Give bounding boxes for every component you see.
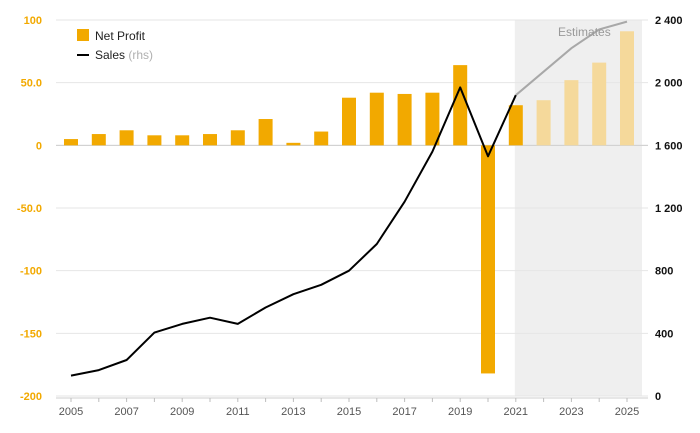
net-profit-bar-2021 — [508, 105, 523, 146]
net-profit-bar-2024 — [592, 62, 607, 146]
net-profit-bar-2010 — [203, 134, 217, 146]
legend-net-profit-swatch — [77, 29, 89, 41]
net-profit-bars — [64, 31, 634, 374]
legend-sales-suffix: (rhs) — [128, 48, 153, 62]
net-profit-bar-2023 — [564, 80, 579, 146]
sales-lines — [70, 20, 628, 377]
x-tick-label: 2015 — [337, 406, 361, 418]
sales-line — [70, 86, 517, 377]
estimates-label: Estimates — [558, 25, 611, 39]
net-profit-bar-2008 — [147, 135, 162, 146]
x-tick-label: 2021 — [504, 406, 528, 418]
left-tick-label: 50.0 — [21, 78, 42, 90]
x-tick-label: 2023 — [559, 406, 583, 418]
right-tick-label: 0 — [655, 391, 661, 403]
right-tick-label: 400 — [655, 328, 673, 340]
net-profit-bar-2018 — [425, 92, 440, 146]
net-profit-bar-2015 — [342, 97, 356, 146]
right-tick-label: 1 600 — [655, 140, 683, 152]
net-profit-bar-2013 — [286, 142, 301, 146]
x-tick-label: 2009 — [170, 406, 194, 418]
right-tick-label: 1 200 — [655, 203, 683, 215]
right-tick-label: 800 — [655, 266, 673, 278]
x-tick-label: 2011 — [226, 406, 250, 418]
right-tick-label: 2 400 — [655, 15, 683, 27]
x-axis-ticks: 2005 2007 2009 2011 2013 2015 2017 2019 2021 2023… — [56, 397, 648, 418]
left-tick-label: -200 — [20, 391, 42, 403]
left-tick-label: 100 — [24, 15, 42, 27]
left-tick-label: -100 — [20, 266, 42, 278]
legend-sales-label: Sales (rhs) — [95, 48, 153, 62]
net-profit-bar-2025 — [620, 31, 634, 146]
net-profit-bar-2006 — [91, 134, 106, 146]
x-tick-label: 2017 — [392, 406, 416, 418]
left-tick-label: -150 — [20, 328, 42, 340]
net-profit-bar-2007 — [119, 130, 134, 146]
x-tick-label: 2025 — [615, 406, 639, 418]
legend-net-profit-label: Net Profit — [95, 29, 146, 43]
right-tick-label: 2 000 — [655, 78, 683, 90]
net-profit-bar-2014 — [314, 131, 329, 146]
left-tick-label: 0 — [36, 140, 42, 152]
right-axis-ticks: 2 400 2 000 1 600 1 200 800 400 0 — [655, 15, 683, 403]
legend: Net Profit Sales (rhs) — [77, 29, 153, 62]
net-profit-bar-2009 — [175, 135, 190, 146]
x-tick-label: 2019 — [448, 406, 472, 418]
net-profit-bar-2005 — [64, 139, 78, 146]
net-profit-bar-2017 — [397, 93, 412, 146]
x-tick-label: 2005 — [59, 406, 83, 418]
left-axis-ticks: 100 50.0 0 -50.0 -100 -150 -200 — [17, 15, 42, 403]
net-profit-bar-2016 — [369, 92, 384, 146]
net-profit-bar-2011 — [230, 130, 245, 146]
left-tick-label: -50.0 — [17, 203, 42, 215]
x-tick-label: 2013 — [281, 406, 305, 418]
net-profit-bar-2012 — [258, 119, 273, 146]
legend-sales-name: Sales — [95, 48, 125, 62]
x-tick-label: 2007 — [114, 406, 138, 418]
net-profit-bar-2019 — [453, 65, 468, 146]
net-profit-bar-2022 — [536, 100, 551, 146]
sales-line-estimates — [515, 20, 628, 96]
net-profit-bar-2020 — [481, 145, 495, 374]
